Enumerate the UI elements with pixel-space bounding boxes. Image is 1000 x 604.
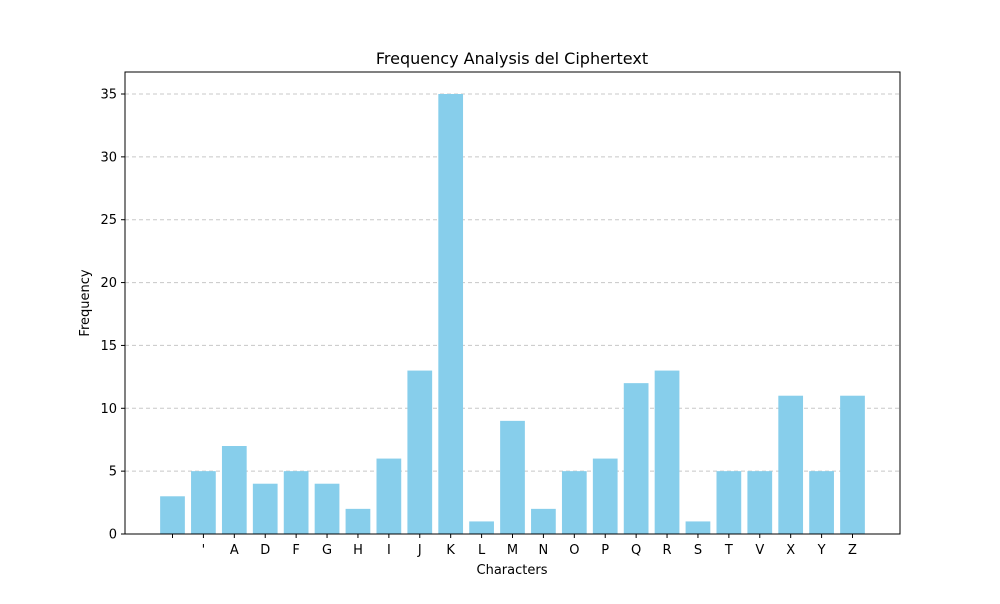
x-tick-label: V <box>755 543 764 558</box>
x-tick-label: D <box>260 543 270 558</box>
x-tick-label: O <box>569 543 579 558</box>
bar <box>160 496 185 534</box>
x-tick-label: Z <box>848 543 857 558</box>
x-tick-label: ' <box>202 543 206 558</box>
bar <box>747 471 773 534</box>
y-tick-label: 0 <box>109 528 117 543</box>
y-axis: 0 5 10 15 20 25 30 35 <box>100 88 125 543</box>
bar <box>716 471 742 534</box>
x-tick-label: T <box>724 543 733 558</box>
bar <box>283 471 309 534</box>
chart-title: Frequency Analysis del Ciphertext <box>376 49 648 68</box>
x-tick-label: I <box>387 543 391 558</box>
x-tick-label: P <box>601 543 609 558</box>
x-tick-label: H <box>353 543 363 558</box>
bar <box>561 471 587 534</box>
x-tick-label: S <box>694 543 702 558</box>
x-tick-label: L <box>478 543 486 558</box>
bar <box>531 508 556 534</box>
x-tick-label: K <box>446 543 455 558</box>
bar <box>685 521 711 534</box>
x-tick-label: Q <box>631 543 641 558</box>
y-tick-label: 10 <box>100 402 117 417</box>
bar <box>376 458 402 534</box>
bar <box>407 370 433 534</box>
y-tick-label: 20 <box>100 276 117 291</box>
y-tick-label: 25 <box>100 213 117 228</box>
x-axis: ' A D F G H I J K L M N O P Q R S T V X Y Z <box>172 534 857 558</box>
x-tick-label: Y <box>817 543 826 558</box>
bar <box>840 395 865 534</box>
y-tick-label: 15 <box>100 339 117 354</box>
bar <box>778 395 804 534</box>
bar <box>469 521 494 534</box>
bar <box>221 446 247 534</box>
bar <box>592 458 618 534</box>
y-axis-label: Frequency <box>78 269 93 336</box>
bar <box>623 383 649 534</box>
x-tick-label: X <box>786 543 795 558</box>
bar <box>314 483 340 534</box>
x-tick-label: N <box>539 543 549 558</box>
x-tick-label: F <box>292 543 299 558</box>
y-tick-label: 35 <box>100 88 117 103</box>
y-tick-label: 5 <box>109 465 117 480</box>
x-tick-label: R <box>663 543 672 558</box>
bar <box>438 94 464 534</box>
bar <box>191 471 216 534</box>
x-tick-label: M <box>507 543 518 558</box>
bar <box>252 483 278 534</box>
x-tick-label: J <box>417 543 422 558</box>
bar <box>345 508 371 534</box>
bar <box>809 471 834 534</box>
y-tick-label: 30 <box>100 150 117 165</box>
x-axis-label: Characters <box>477 563 548 578</box>
x-tick-label: A <box>230 543 239 558</box>
bar <box>500 420 525 534</box>
x-tick-label: G <box>322 543 332 558</box>
grid-lines <box>125 93 900 535</box>
bars <box>160 94 865 534</box>
bar <box>654 370 680 534</box>
